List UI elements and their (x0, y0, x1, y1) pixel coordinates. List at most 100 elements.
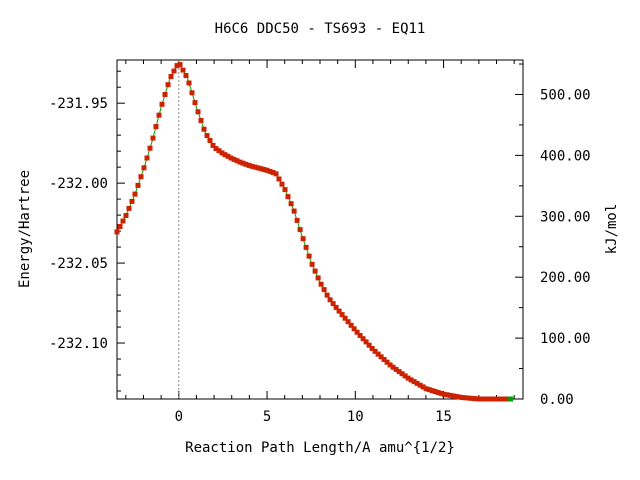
data-point (288, 201, 294, 207)
data-point (222, 152, 228, 158)
data-point (204, 133, 210, 139)
data-point (360, 336, 366, 342)
data-point (282, 187, 288, 193)
data-point (267, 168, 273, 174)
data-point (237, 159, 243, 165)
data-point (438, 390, 444, 396)
data-point (159, 101, 165, 107)
data-point (144, 155, 150, 161)
data-point (399, 371, 405, 377)
data-point (120, 218, 126, 224)
data-point (429, 388, 435, 394)
y2-axis-label: kJ/mol (604, 204, 620, 255)
data-point (498, 396, 504, 402)
series-line (116, 61, 511, 400)
data-point (504, 396, 510, 402)
data-point (285, 194, 291, 200)
data-point (348, 322, 354, 328)
data-point (447, 392, 453, 398)
data-point (375, 351, 381, 357)
x-axis-label: Reaction Path Length/A amu^{1/2} (185, 440, 455, 456)
data-point (201, 126, 207, 132)
data-point (225, 153, 231, 159)
data-point (324, 292, 330, 298)
data-point (126, 205, 132, 211)
data-point (168, 74, 174, 79)
y2-tick-label: 200.00 (540, 270, 591, 286)
data-point (483, 396, 489, 402)
y2-tick-label: 0.00 (540, 392, 574, 408)
data-point (135, 182, 141, 188)
data-point (195, 109, 201, 115)
data-point (435, 390, 441, 395)
data-point (417, 382, 423, 388)
data-point (132, 191, 138, 197)
data-point (192, 100, 198, 106)
data-point (246, 162, 252, 168)
data-point (426, 387, 432, 393)
data-point (366, 342, 372, 348)
data-point (219, 150, 225, 156)
data-point (474, 396, 480, 402)
data-point (321, 287, 327, 293)
y2-tick-label: 400.00 (540, 148, 591, 164)
data-point (432, 389, 438, 394)
y-tick-label: -232.10 (49, 336, 108, 352)
data-point (177, 62, 183, 68)
data-point (354, 329, 360, 335)
data-point (330, 301, 336, 307)
data-point (357, 332, 363, 338)
data-point (333, 304, 339, 310)
data-point (312, 268, 318, 274)
data-point (270, 170, 276, 175)
data-point (402, 373, 408, 379)
data-point (480, 396, 486, 402)
data-point (183, 73, 189, 78)
data-point (264, 167, 270, 173)
data-point (186, 80, 192, 86)
data-point (294, 217, 300, 223)
data-point (198, 118, 204, 123)
y2-tick-label: 300.00 (540, 209, 591, 225)
data-point (387, 362, 393, 368)
data-point (444, 392, 450, 398)
y-tick-label: -231.95 (49, 96, 108, 112)
data-point (207, 138, 213, 143)
data-point (129, 198, 135, 204)
data-point (459, 395, 465, 400)
data-point (252, 164, 258, 170)
data-point (441, 391, 447, 397)
x-tick-label: 15 (435, 409, 452, 425)
series-group (114, 60, 514, 402)
data-point (363, 339, 369, 345)
data-point (174, 63, 180, 69)
data-point (240, 160, 246, 166)
data-point (156, 112, 162, 118)
data-point (414, 380, 420, 386)
data-point (162, 92, 168, 97)
data-point (258, 166, 264, 172)
data-point (123, 213, 129, 218)
data-point (405, 375, 411, 381)
data-point (165, 82, 171, 88)
data-point (495, 396, 501, 402)
data-point (477, 396, 483, 402)
data-point (309, 261, 315, 267)
y-tick-label: -232.05 (49, 256, 108, 272)
data-point (117, 224, 123, 229)
data-point (369, 346, 375, 351)
endpoint-marker (508, 396, 514, 402)
data-point (291, 208, 297, 214)
data-point (228, 155, 234, 161)
data-point (243, 161, 249, 167)
y-axis-label: Energy/Hartree (17, 170, 33, 288)
y2-tick-label: 500.00 (540, 87, 591, 103)
data-point (456, 394, 462, 400)
data-point (138, 174, 144, 180)
data-point (255, 165, 261, 171)
data-point (180, 67, 186, 73)
data-point (408, 377, 414, 383)
data-point (396, 369, 402, 375)
data-point (273, 171, 279, 177)
